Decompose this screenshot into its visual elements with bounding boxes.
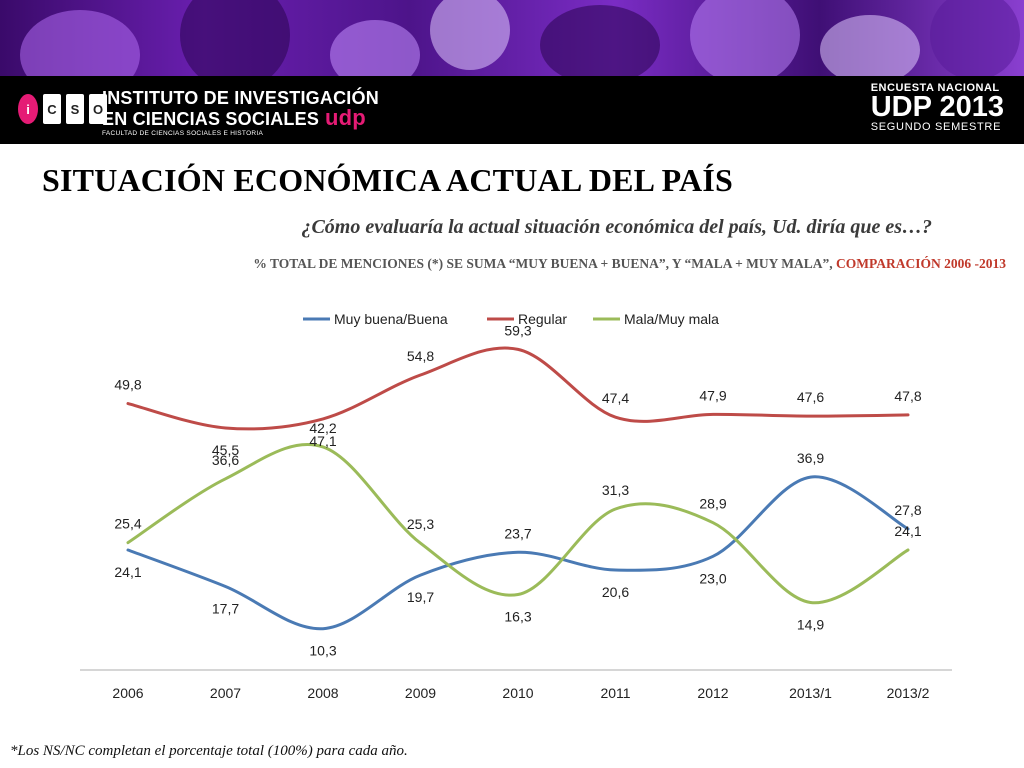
data-label: 19,7: [407, 589, 434, 605]
logo-letter: O: [89, 94, 107, 124]
data-label: 20,6: [602, 584, 629, 600]
header-photo-banner: [0, 0, 1024, 76]
data-label: 25,4: [114, 516, 141, 532]
institute-name: INSTITUTO DE INVESTIGACIÓN EN CIENCIAS S…: [102, 89, 379, 138]
subtitle-highlight: COMPARACIÓN 2006 -2013: [836, 256, 1006, 271]
legend-label: Muy buena/Buena: [334, 311, 448, 327]
x-tick-label: 2006: [112, 685, 143, 701]
data-label-layer: 24,1 17,7 10,3 19,7 23,7 20,6 23,0 36,9 27,8 49,8…: [114, 322, 921, 658]
chart-subtitle: % TOTAL DE MENCIONES (*) SE SUMA “MUY BU…: [253, 256, 1006, 272]
x-tick-layer: 2006 2007 2008 2009 2010 2011 2012 2013/1 2013/2: [112, 685, 929, 701]
data-label: 47,1: [309, 433, 336, 449]
survey-line3: SEGUNDO SEMESTRE: [870, 121, 1002, 133]
x-tick-label: 2007: [210, 685, 241, 701]
faculty-name: FACULTAD DE CIENCIAS SOCIALES E HISTORIA: [102, 130, 264, 137]
legend-label: Mala/Muy mala: [624, 311, 719, 327]
x-tick-label: 2013/1: [789, 685, 832, 701]
series-line-regular: [126, 346, 910, 431]
udp-brand: udp: [325, 105, 366, 130]
data-label: 42,2: [309, 420, 336, 436]
data-label: 49,8: [114, 377, 141, 393]
data-label: 47,6: [797, 389, 824, 405]
series-layer: [126, 346, 910, 631]
data-label: 36,9: [797, 450, 824, 466]
institute-line1: INSTITUTO DE INVESTIGACIÓN: [102, 88, 379, 108]
data-label: 23,0: [699, 570, 726, 586]
legend-label: Regular: [518, 311, 567, 327]
icso-logo: i C S O: [18, 94, 107, 124]
x-tick-label: 2011: [600, 685, 630, 701]
survey-line2: UDP 2013: [870, 91, 1004, 123]
data-label: 45,5: [212, 442, 239, 458]
x-tick-label: 2009: [405, 685, 436, 701]
data-label: 47,4: [602, 390, 629, 406]
data-label: 28,9: [699, 496, 726, 512]
footnote: *Los NS/NC completan el porcentaje total…: [10, 743, 408, 759]
page-title: SITUACIÓN ECONÓMICA ACTUAL DEL PAÍS: [42, 162, 733, 198]
x-tick-label: 2010: [502, 685, 533, 701]
survey-badge: ENCUESTA NACIONAL UDP 2013 SEGUNDO SEMES…: [871, 82, 1004, 133]
data-label: 31,3: [602, 482, 629, 498]
data-label: 10,3: [309, 643, 336, 659]
chart-legend: Muy buena/Buena Regular Mala/Muy mala: [303, 311, 719, 327]
data-label: 47,8: [894, 388, 921, 404]
data-label: 59,3: [504, 322, 531, 338]
series-line-muy-buena-buena: [126, 475, 910, 631]
data-label: 27,8: [894, 502, 921, 518]
survey-line1: ENCUESTA NACIONAL: [870, 82, 1000, 94]
x-tick-label: 2012: [697, 685, 728, 701]
x-tick-label: 2008: [307, 685, 338, 701]
header-brand-bar: [0, 76, 1024, 144]
institute-line2: EN CIENCIAS SOCIALES: [102, 109, 320, 129]
logo-letter: i: [18, 94, 38, 124]
data-label: 17,7: [212, 601, 239, 617]
subtitle-main: % TOTAL DE MENCIONES (*) SE SUMA “MUY BU…: [253, 256, 837, 271]
data-label: 54,8: [407, 348, 434, 364]
data-label: 24,1: [894, 523, 921, 539]
logo-letter: C: [43, 94, 61, 124]
data-label: 24,1: [114, 564, 141, 580]
data-label: 23,7: [504, 525, 531, 541]
line-chart: Muy buena/Buena Regular Mala/Muy mala 24,1…: [80, 311, 952, 701]
logo-letter: S: [66, 94, 84, 124]
data-label: 16,3: [504, 608, 531, 624]
data-label: 47,9: [699, 387, 726, 403]
data-label: 14,9: [797, 616, 824, 632]
series-line-mala-muy-mala: [126, 442, 910, 605]
data-label: 25,3: [407, 516, 434, 532]
survey-question: ¿Cómo evaluaría la actual situación econ…: [301, 216, 932, 238]
data-label: 36,6: [212, 452, 239, 468]
x-tick-label: 2013/2: [887, 685, 930, 701]
